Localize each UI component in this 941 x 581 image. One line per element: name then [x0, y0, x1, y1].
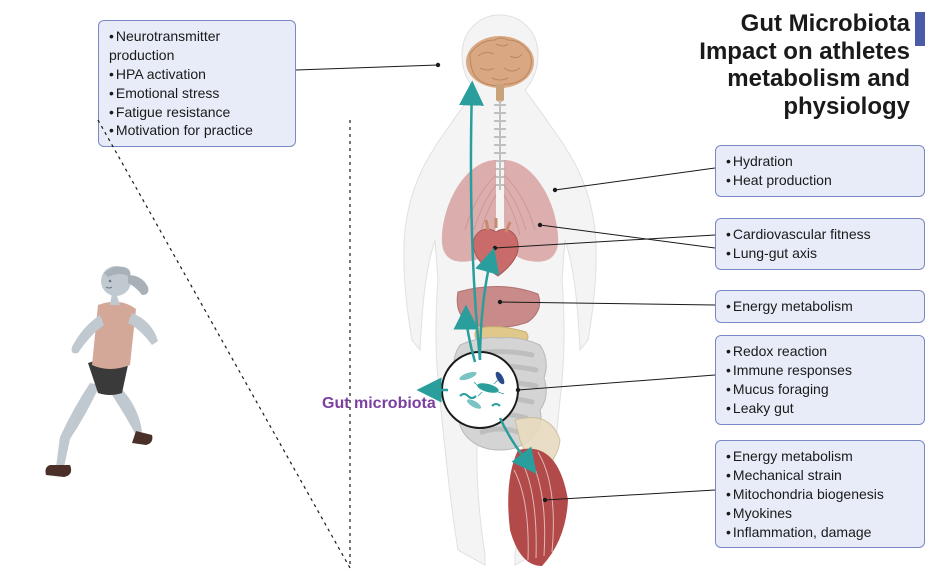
title-line4: physiology	[783, 93, 910, 120]
anatomy-figure	[350, 10, 650, 570]
title-line1: Gut Microbiota	[741, 10, 910, 37]
box-cardio-item: Cardiovascular fitness	[726, 225, 914, 244]
box-cardio-item: Lung-gut axis	[726, 244, 914, 263]
box-brain-item: Emotional stress	[109, 84, 285, 103]
box-brain-item: Motivation for practice	[109, 121, 285, 140]
box-brain: Neurotransmitter production HPA activati…	[98, 20, 296, 147]
runner-figure	[20, 235, 210, 485]
box-muscle-item: Energy metabolism	[726, 447, 914, 466]
box-energy-item: Energy metabolism	[726, 297, 914, 316]
box-muscle-item: Mechanical strain	[726, 466, 914, 485]
box-gut-item: Immune responses	[726, 361, 914, 380]
box-cardio: Cardiovascular fitness Lung-gut axis	[715, 218, 925, 270]
title-line2: Impact on athletes	[699, 38, 910, 65]
box-hydration: Hydration Heat production	[715, 145, 925, 197]
box-hydration-item: Heat production	[726, 171, 914, 190]
title-line3: metabolism and	[727, 65, 910, 92]
box-gut-item: Mucus foraging	[726, 380, 914, 399]
box-brain-item: HPA activation	[109, 65, 285, 84]
box-gut: Redox reaction Immune responses Mucus fo…	[715, 335, 925, 425]
diagram-canvas: Gut Microbiota Impact on athletes metabo…	[0, 0, 941, 581]
box-muscle-item: Myokines	[726, 504, 914, 523]
box-gut-item: Leaky gut	[726, 399, 914, 418]
box-brain-item: Fatigue resistance	[109, 103, 285, 122]
box-muscle-item: Mitochondria biogenesis	[726, 485, 914, 504]
diagram-title: Gut Microbiota Impact on athletes metabo…	[660, 10, 910, 120]
box-gut-item: Redox reaction	[726, 342, 914, 361]
box-muscle: Energy metabolism Mechanical strain Mito…	[715, 440, 925, 548]
box-hydration-item: Hydration	[726, 152, 914, 171]
title-accent-bar	[915, 12, 925, 46]
box-brain-item: Neurotransmitter production	[109, 27, 285, 65]
box-energy: Energy metabolism	[715, 290, 925, 323]
box-muscle-item: Inflammation, damage	[726, 523, 914, 542]
gut-microbiota-label: Gut microbiota	[322, 395, 436, 413]
